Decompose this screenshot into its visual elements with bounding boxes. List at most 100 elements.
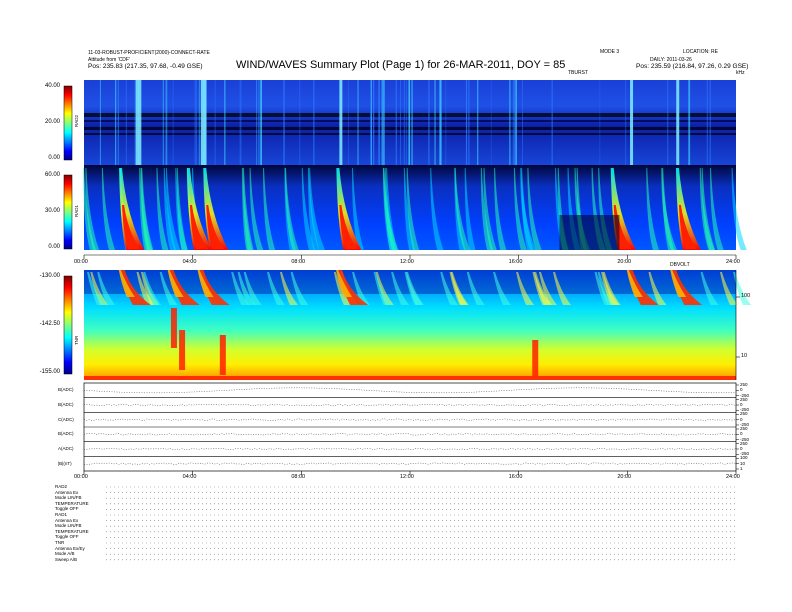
tnr-streak: [553, 272, 572, 305]
rad1-dark-patch: [559, 215, 620, 250]
tnr-streak: [237, 272, 256, 305]
timeseries-panel: [83, 382, 739, 475]
rad2-streak: [260, 80, 262, 165]
tnr-streak: [290, 272, 309, 305]
rad1-streak: [662, 168, 675, 250]
rad2-streak: [434, 80, 436, 165]
timeseries-xtick-label: 16:00: [508, 474, 523, 480]
tnr-streak: [597, 272, 616, 305]
timeseries-right-tick-label: -250: [740, 436, 750, 442]
rad1-streak: [710, 168, 724, 250]
rad2-streak: [115, 80, 117, 165]
rad2-streak: [283, 80, 286, 165]
header-right-pos-label: Pos:: [636, 63, 650, 70]
rad2-streak: [395, 80, 397, 165]
timeseries-trace: [83, 462, 737, 465]
rad1-streak: [139, 168, 151, 250]
rad2-cbar-tick-bot: 0.00: [48, 155, 60, 161]
rad1-streak: [382, 168, 397, 250]
footer-parameter-label: Antenna Ex: [55, 489, 79, 495]
tnr-burst-halo: [626, 270, 643, 297]
rad1-streak: [701, 168, 716, 250]
rad2-streak: [408, 80, 411, 165]
tnr-right-axis: [735, 270, 740, 380]
rad2-streak: [403, 80, 406, 165]
rad1-streak: [430, 168, 444, 250]
tnr-streak: [700, 272, 719, 305]
rad1-burst-core: [678, 205, 697, 249]
footer-parameter-label: Antenna Ex/Ey: [55, 545, 85, 551]
rad1-streaks: [83, 168, 747, 250]
timeseries-xtick-label: 00:00: [74, 474, 88, 480]
header-right-line3: Pos: 235.59 (216.84, 97.26, 0.29 GSE): [636, 63, 748, 71]
tnr-streak: [136, 272, 155, 305]
rad1-xtick-label: 08:00: [291, 259, 306, 265]
rad1-burst-core: [122, 205, 141, 249]
rad2-streak: [666, 80, 669, 165]
timeseries-rows: [83, 384, 739, 470]
tnr-streak: [450, 272, 469, 305]
timeseries-right-tick-label: 250: [740, 411, 748, 417]
rad2-streak: [357, 80, 359, 165]
rad2-colorbar: [63, 85, 73, 161]
timeseries-right-tick-label: 250: [740, 396, 748, 402]
rad2-streak: [439, 80, 442, 165]
tnr-streak: [231, 272, 250, 305]
footer-parameter-label: Sweep A/B: [55, 556, 78, 562]
rad2-streak: [599, 80, 601, 165]
rad2-streak: [688, 80, 691, 165]
rad1-streak: [309, 168, 325, 250]
rad2-streak: [125, 80, 127, 165]
rad1-streak: [731, 168, 747, 250]
tnr-streak: [159, 272, 178, 305]
rad2-streak: [428, 80, 430, 165]
footer-parameter-list: RAD2 Antenna Ex Mode LIN/FB TEMPERATURE Togg…: [55, 484, 89, 562]
tnr-streak: [440, 272, 459, 305]
rad2-streak: [381, 80, 383, 165]
tnr-streak: [516, 272, 535, 305]
tnr-streak: [594, 272, 613, 305]
rad1-streak: [163, 168, 177, 250]
rad1-xtick-label: 20:00: [617, 259, 632, 265]
tnr-streak: [466, 272, 485, 305]
rad2-burst: [630, 80, 634, 165]
footer-parameter-label: TNR: [55, 539, 65, 545]
footer-parameter-label: Toggle OFF: [55, 534, 79, 540]
tnr-right-axis-label: DBVOLT: [670, 262, 690, 268]
rad2-streak: [382, 80, 385, 165]
timeseries-xtick-label: 12:00: [400, 474, 414, 480]
rad2-streak: [406, 80, 407, 165]
header-left-pos-value: 235.83 (217.35, 97.68, -0.49 GSE): [102, 63, 203, 70]
rad1-xtick-label: 24:00: [726, 259, 740, 265]
rad1-streak: [527, 168, 542, 250]
timeseries-right-tick-label: 250: [740, 382, 748, 387]
rad1-streak: [307, 168, 320, 250]
tnr-streaks: [87, 270, 752, 380]
rad1-streak: [101, 168, 116, 250]
rad1-streak: [176, 168, 188, 250]
header-left-pos-label: Pos:: [88, 63, 102, 70]
rad2-burst: [203, 80, 207, 165]
rad1-streak: [241, 168, 253, 250]
tnr-streak: [538, 272, 557, 305]
rad2-ylabel: RAD2: [74, 114, 79, 127]
header-right-location: LOCATION: RE: [683, 49, 718, 55]
tnr-streak: [449, 272, 468, 305]
timeseries-right-tick-label: 250: [740, 440, 748, 446]
footer-parameter-label: Toggle OFF: [55, 506, 79, 512]
tnr-panel: [84, 270, 752, 380]
rad1-streak: [513, 168, 527, 250]
header-right-mode: MODE 3: [600, 49, 620, 55]
footer-parameter-label: Mode A/B: [55, 551, 75, 557]
rad2-streak: [411, 80, 413, 165]
rad2-streak: [195, 80, 198, 165]
tnr-streak: [534, 272, 553, 305]
rad2-streak: [313, 80, 315, 165]
rad2-streak: [512, 80, 514, 165]
rad2-streak: [162, 80, 164, 165]
timeseries-row-label: C(ADC): [58, 416, 74, 422]
rad1-cbar-tick-bot: 0.00: [48, 244, 60, 250]
rad2-streak: [214, 80, 216, 165]
tnr-bottom-band: [84, 376, 736, 380]
rad2-streak: [477, 80, 479, 165]
